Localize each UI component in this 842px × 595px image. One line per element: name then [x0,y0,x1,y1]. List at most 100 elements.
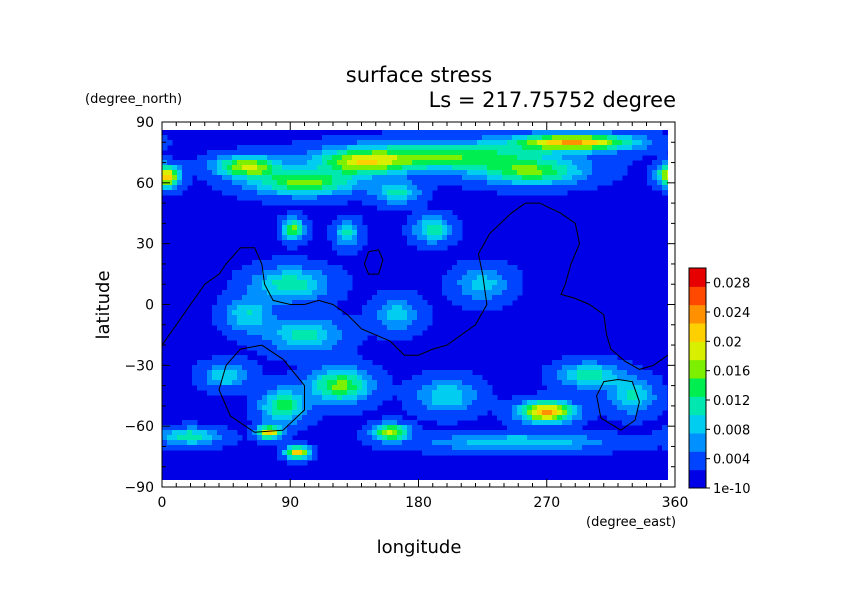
heatmap-cell [422,410,428,416]
heatmap-cell [377,365,383,371]
heatmap-cell [267,265,273,271]
heatmap-cell [587,450,593,456]
heatmap-cell [607,370,613,376]
heatmap-cell [562,445,568,451]
heatmap-cell [267,160,273,166]
y-tick-label: −60 [124,419,154,435]
heatmap-cell [262,335,268,341]
heatmap-cell [307,330,313,336]
heatmap-cell [287,300,293,306]
heatmap-cell [347,355,353,361]
heatmap-cell [192,420,198,426]
heatmap-cell [537,165,543,171]
heatmap-cell [247,145,253,151]
heatmap-cell [372,365,378,371]
heatmap-cell [297,300,303,306]
heatmap-cell [202,380,208,386]
heatmap-cell [297,150,303,156]
heatmap-cell [512,280,518,286]
heatmap-cell [252,150,258,156]
heatmap-cell [512,150,518,156]
heatmap-cell [252,175,258,181]
heatmap-cell [557,390,563,396]
heatmap-cell [487,140,493,146]
heatmap-cell [632,380,638,386]
heatmap-cell [342,150,348,156]
heatmap-cell [282,280,288,286]
heatmap-cell [297,185,303,191]
heatmap-cell [522,410,528,416]
heatmap-cell [232,295,238,301]
heatmap-cell [452,270,458,276]
heatmap-cell [527,185,533,191]
heatmap-cell [302,325,308,331]
heatmap-cell [377,170,383,176]
heatmap-cell [222,150,228,156]
heatmap-cell [412,135,418,141]
heatmap-cell [522,445,528,451]
heatmap-cell [457,155,463,161]
heatmap-cell [407,400,413,406]
heatmap-cell [627,410,633,416]
heatmap-cell [387,170,393,176]
heatmap-cell [637,400,643,406]
heatmap-cell [367,310,373,316]
heatmap-cell [252,180,258,186]
heatmap-cell [292,230,298,236]
heatmap-cell [307,195,313,201]
heatmap-cell [657,185,663,191]
heatmap-cell [237,385,243,391]
heatmap-cell [167,445,173,451]
heatmap-cell [657,180,663,186]
heatmap-cell [257,195,263,201]
heatmap-cell [442,220,448,226]
heatmap-cell [287,150,293,156]
heatmap-cell [602,355,608,361]
heatmap-cell [597,160,603,166]
heatmap-cell [397,140,403,146]
heatmap-cell [312,380,318,386]
heatmap-cell [212,155,218,161]
heatmap-cell [557,360,563,366]
heatmap-cell [447,275,453,281]
heatmap-cell [487,290,493,296]
heatmap-cell [327,320,333,326]
heatmap-cell [622,445,628,451]
heatmap-cell [387,435,393,441]
heatmap-cell [612,390,618,396]
heatmap-cell [392,390,398,396]
heatmap-cell [647,145,653,151]
heatmap-cell [637,410,643,416]
heatmap-cell [452,180,458,186]
heatmap-cell [667,440,668,446]
heatmap-cell [557,155,563,161]
heatmap-cell [507,145,513,151]
heatmap-cell [622,375,628,381]
heatmap-cell [282,170,288,176]
heatmap-cell [367,425,373,431]
heatmap-cell [297,425,303,431]
heatmap-cell [557,375,563,381]
heatmap-cell [567,450,573,456]
heatmap-cell [332,140,338,146]
heatmap-cell [257,415,263,421]
heatmap-cell [552,180,558,186]
heatmap-cell [287,395,293,401]
heatmap-cell [272,200,278,206]
heatmap-cell [407,140,413,146]
heatmap-cell [587,395,593,401]
heatmap-cell [292,310,298,316]
heatmap-cell [307,190,313,196]
heatmap-cell [337,155,343,161]
heatmap-cell [542,140,548,146]
heatmap-cell [387,385,393,391]
heatmap-cell [352,250,358,256]
heatmap-cell [297,195,303,201]
heatmap-cell [352,335,358,341]
heatmap-cell [537,170,543,176]
heatmap-cell [207,385,213,391]
heatmap-cell [472,450,478,456]
heatmap-cell [317,370,323,376]
heatmap-cell [327,275,333,281]
colorbar-label: 0.004 [713,453,750,468]
